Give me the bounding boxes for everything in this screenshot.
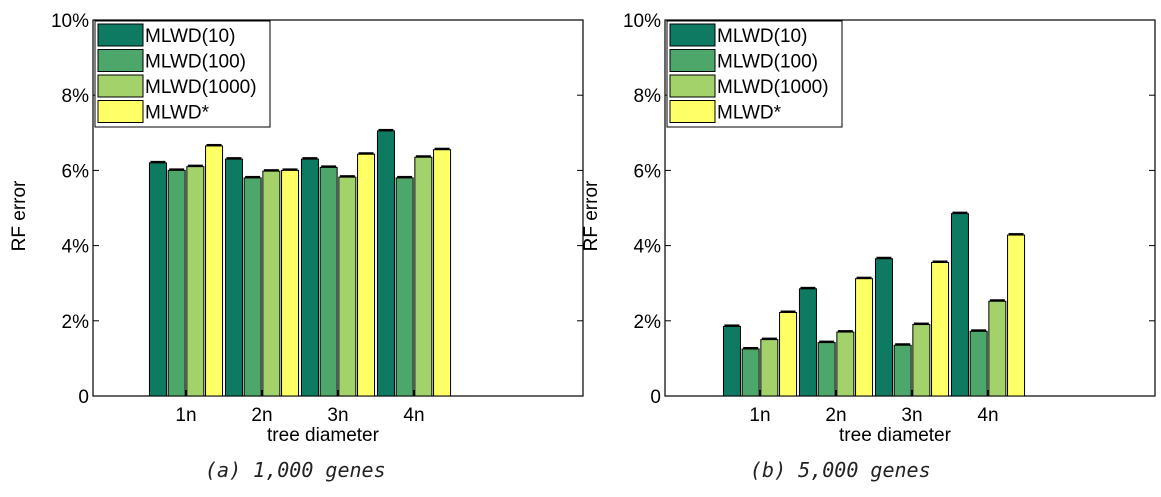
y-tick-label: 0 xyxy=(78,387,89,408)
bar-mlwd-4n xyxy=(433,149,452,397)
bar-mlwd100-3n xyxy=(319,166,338,397)
bar-mlwd10-4n xyxy=(950,213,969,397)
bar-mlwd10-2n xyxy=(798,288,817,397)
y-tick-label: 8% xyxy=(634,86,662,107)
bar-mlwd100-4n xyxy=(395,177,414,397)
bar-mlwd100-2n xyxy=(817,342,836,397)
bar-mlwd1000-2n xyxy=(262,170,281,397)
chart-panel-a: 0 2% 4% 6% 8% 10% 1n 2n 3n 4n tree diameter RF erro… xyxy=(9,11,584,446)
x-tick-label: 3n xyxy=(327,405,348,426)
legend-label: MLWD(1000) xyxy=(145,77,257,98)
bar-mlwd10-3n xyxy=(300,158,319,397)
bar-mlwd10-1n xyxy=(148,162,167,397)
legend-label: MLWD* xyxy=(717,103,782,124)
legend-label: MLWD* xyxy=(145,103,210,124)
bar-mlwd100-1n xyxy=(167,169,186,397)
bar-mlwd1000-1n xyxy=(186,166,205,397)
x-axis-label: tree diameter xyxy=(267,425,380,446)
y-tick-label: 4% xyxy=(634,237,662,258)
legend-swatch xyxy=(669,49,716,72)
bar-mlwd-1n xyxy=(205,145,224,397)
bar-mlwd100-4n xyxy=(969,330,988,397)
y-tick-label: 10% xyxy=(51,11,89,32)
x-axis-label: tree diameter xyxy=(839,425,952,446)
bar-mlwd-1n xyxy=(779,312,798,397)
bar-mlwd10-1n xyxy=(722,325,741,397)
y-axis-label: RF error xyxy=(581,180,602,251)
y-tick-label: 4% xyxy=(62,237,90,258)
legend-swatch xyxy=(669,74,716,98)
legend: MLWD(10) MLWD(100) MLWD(1000) MLWD* xyxy=(666,20,843,128)
y-tick-label: 0 xyxy=(650,387,661,408)
legend-label: MLWD(10) xyxy=(717,26,807,47)
bar-mlwd-3n xyxy=(931,262,950,397)
bar-mlwd100-1n xyxy=(741,348,760,397)
y-axis-label: RF error xyxy=(9,180,30,251)
bar-mlwd-2n xyxy=(281,169,300,397)
legend-label: MLWD(100) xyxy=(145,52,246,73)
bar-mlwd1000-3n xyxy=(912,324,931,397)
bar-mlwd10-4n xyxy=(376,130,395,397)
legend-swatch xyxy=(669,100,716,123)
chart-panel-b: 0 2% 4% 6% 8% 10% 1n 2n 3n 4n tree diameter RF erro… xyxy=(581,11,1156,446)
y-tick-label: 2% xyxy=(62,312,90,333)
legend-swatch xyxy=(97,49,144,72)
legend-swatch xyxy=(97,74,144,98)
legend-swatch xyxy=(97,23,144,47)
bar-mlwd10-3n xyxy=(874,258,893,397)
legend-label: MLWD(100) xyxy=(717,52,818,73)
y-tick-label: 10% xyxy=(623,11,661,32)
bar-mlwd10-2n xyxy=(224,158,243,397)
bar-mlwd-3n xyxy=(357,153,376,397)
legend-swatch xyxy=(669,23,716,47)
caption-b: (b) 5,000 genes xyxy=(750,458,931,482)
x-tick-label: 1n xyxy=(749,405,770,426)
bar-mlwd1000-1n xyxy=(760,339,779,397)
bar-mlwd1000-3n xyxy=(338,176,357,397)
legend: MLWD(10) MLWD(100) MLWD(1000) MLWD* xyxy=(94,20,271,128)
x-tick-label: 4n xyxy=(403,405,424,426)
bar-mlwd1000-4n xyxy=(988,300,1007,397)
y-tick-label: 8% xyxy=(62,86,90,107)
caption-a: (a) 1,000 genes xyxy=(205,458,386,482)
x-tick-label: 2n xyxy=(825,405,846,426)
bar-mlwd100-3n xyxy=(893,344,912,397)
x-tick-label: 4n xyxy=(977,405,998,426)
y-tick-label: 2% xyxy=(634,312,662,333)
x-tick-label: 2n xyxy=(251,405,272,426)
bar-mlwd1000-4n xyxy=(414,156,433,397)
bar-mlwd-2n xyxy=(855,278,874,397)
y-tick-label: 6% xyxy=(62,161,90,182)
y-tick-label: 6% xyxy=(634,161,662,182)
legend-label: MLWD(10) xyxy=(145,26,235,47)
legend-label: MLWD(1000) xyxy=(717,77,829,98)
x-tick-label: 3n xyxy=(901,405,922,426)
bar-mlwd100-2n xyxy=(243,177,262,397)
bar-mlwd-4n xyxy=(1007,234,1026,397)
legend-swatch xyxy=(97,100,144,123)
x-tick-label: 1n xyxy=(175,405,196,426)
bar-mlwd1000-2n xyxy=(836,331,855,397)
